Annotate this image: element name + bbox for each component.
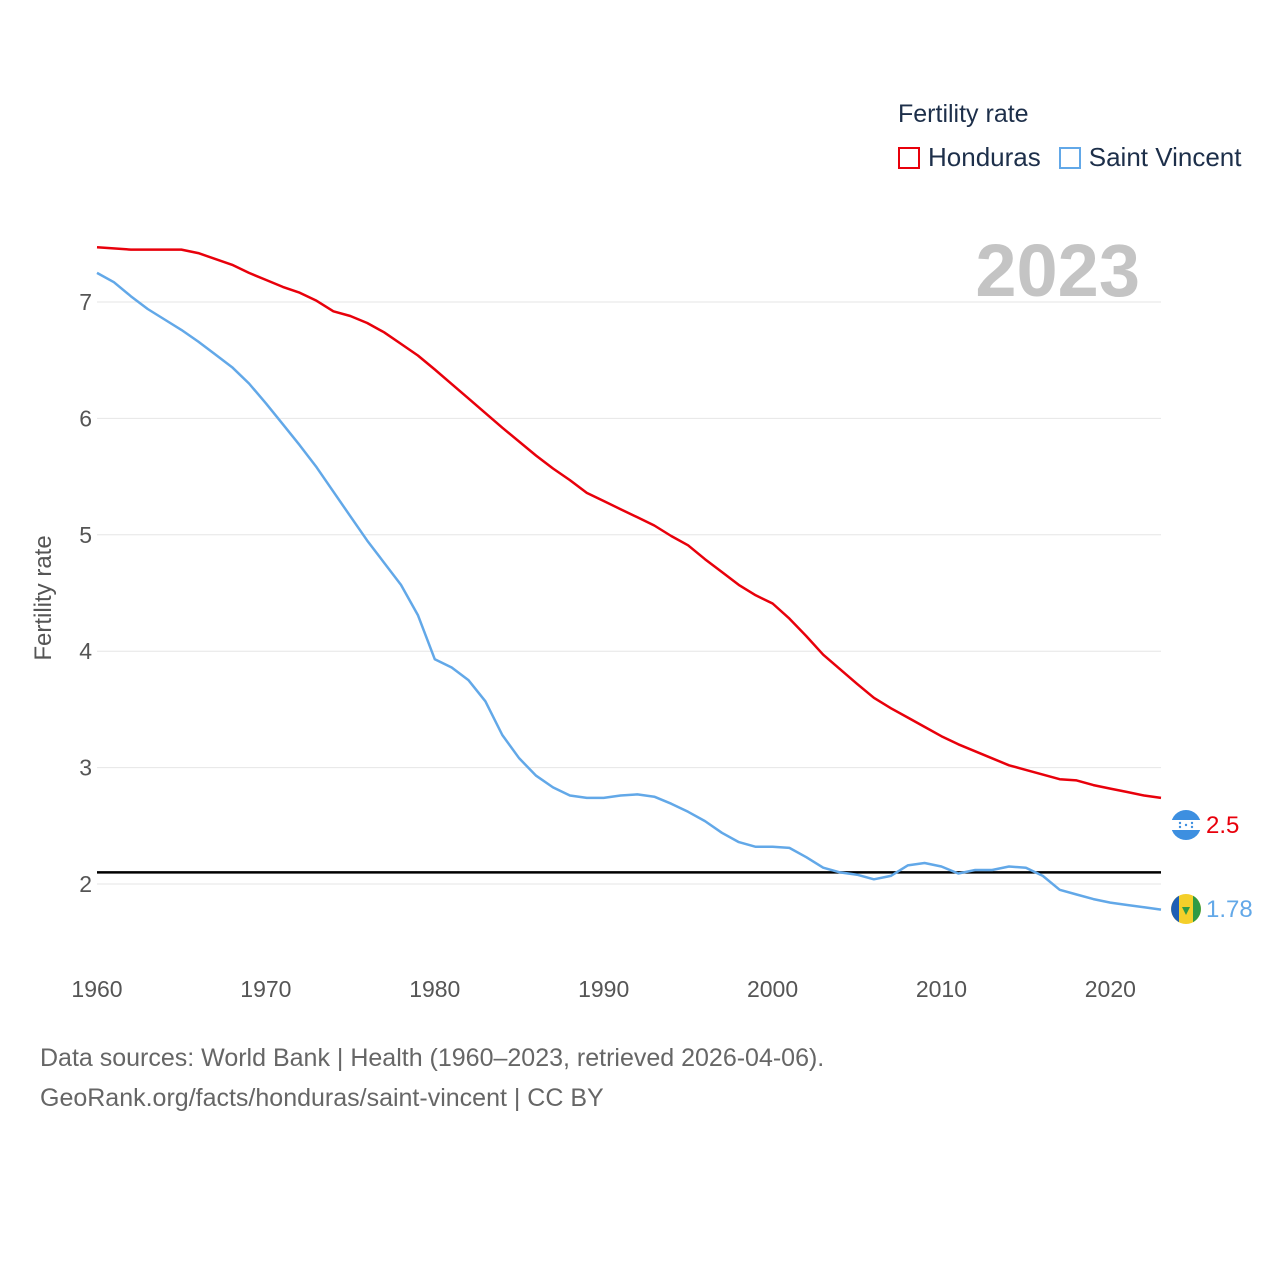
flag-honduras-star	[1178, 825, 1182, 829]
flag-honduras-star	[1184, 823, 1188, 827]
x-tick-label-1970: 1970	[240, 976, 291, 1002]
y-tick-label-3: 3	[79, 755, 92, 781]
series-line-saint-vincent	[96, 271, 1162, 911]
x-tick-label-2020: 2020	[1085, 976, 1136, 1002]
legend-title: Fertility rate	[898, 100, 1029, 128]
flag-saint-vincent-blue	[1171, 895, 1179, 923]
legend-swatch-saint-vincent	[1058, 146, 1081, 169]
legend-label-honduras: Honduras	[928, 142, 1041, 172]
flag-honduras-star	[1190, 825, 1194, 829]
y-tick-label-5: 5	[79, 522, 92, 548]
x-tick-label-1990: 1990	[578, 976, 629, 1002]
flag-honduras-star	[1178, 821, 1182, 825]
x-tick-label-2000: 2000	[747, 976, 798, 1002]
end-value-label-honduras: 2.5	[1206, 812, 1239, 839]
legend-swatch-honduras	[898, 146, 920, 169]
footer-attribution[interactable]: GeoRank.org/facts/honduras/saint-vincent…	[40, 1084, 604, 1112]
flag-saint-vincent-diamonds	[1182, 907, 1190, 915]
line-chart: 2 3 4 5 6 7 1960 1970 1980 1990 2000 2010 2020 Fertil…	[30, 246, 1253, 1002]
x-tick-label-2010: 2010	[916, 976, 967, 1002]
y-axis-title: Fertility rate	[30, 535, 57, 660]
year-label: 2023	[975, 229, 1140, 312]
legend-item-saint-vincent[interactable]: Saint Vincent	[1058, 142, 1242, 173]
legend-item-honduras[interactable]: Honduras	[898, 142, 1041, 173]
footer-sources: Data sources: World Bank | Health (1960–…	[40, 1044, 825, 1072]
legend-label-saint-vincent: Saint Vincent	[1088, 142, 1242, 172]
y-tick-label-7: 7	[79, 289, 92, 315]
series-line-honduras	[96, 246, 1162, 800]
x-tick-label-1960: 1960	[71, 976, 122, 1002]
flag-saint-vincent-green	[1193, 895, 1201, 923]
y-tick-label-4: 4	[79, 638, 92, 664]
x-tick-label-1980: 1980	[409, 976, 460, 1002]
end-value-label-saint-vincent: 1.78	[1206, 896, 1253, 923]
y-tick-label-2: 2	[79, 871, 92, 897]
flag-honduras-star	[1190, 821, 1194, 825]
legend: Honduras Saint Vincent	[898, 142, 1259, 173]
y-tick-label-6: 6	[79, 405, 92, 431]
